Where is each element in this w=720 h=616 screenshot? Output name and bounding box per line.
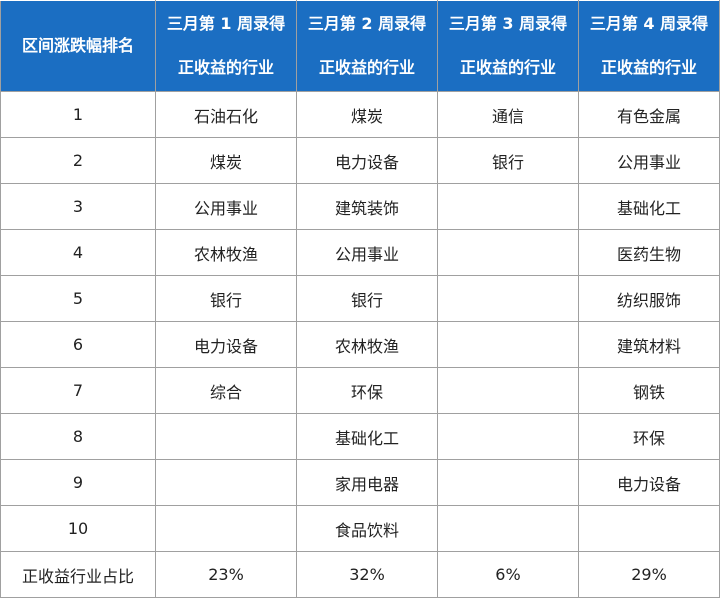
table-cell: 石油石化: [155, 91, 297, 138]
table-body: 1 石油石化 煤炭 通信 有色金属 2 煤炭 电力设备 银行 公用事业 3 公用事业 建筑装饰 基础化工 4…: [0, 91, 720, 598]
table-cell: 煤炭: [296, 91, 438, 138]
table-cell: 银行: [296, 275, 438, 322]
header-text: 正收益的行业: [600, 58, 697, 77]
header-text: 正收益的行业: [177, 58, 274, 77]
data-table: 区间涨跌幅排名 三月第 1 周录得 正收益的行业 三月第 2 周录得 正收益的行业 三月第…: [0, 0, 720, 598]
table-cell: 家用电器: [296, 459, 438, 506]
table-cell: 公用事业: [296, 229, 438, 276]
table-cell: 公用事业: [155, 183, 297, 230]
table-cell: 煤炭: [155, 137, 297, 184]
table-cell: 7: [0, 367, 156, 414]
table-cell: 纺织服饰: [578, 275, 720, 322]
table-cell: [155, 413, 297, 460]
table-cell: 通信: [437, 91, 579, 138]
table-cell: 食品饮料: [296, 505, 438, 552]
table-cell: 银行: [437, 137, 579, 184]
table-cell: 有色金属: [578, 91, 720, 138]
table-cell: 建筑材料: [578, 321, 720, 368]
header-text: 正收益的行业: [318, 58, 415, 77]
table-cell: 电力设备: [155, 321, 297, 368]
table-cell: 综合: [155, 367, 297, 414]
table-cell: 基础化工: [578, 183, 720, 230]
header-text: 区间涨跌幅排名: [21, 36, 134, 55]
table-cell: 23%: [155, 551, 297, 598]
table-cell: 29%: [578, 551, 720, 598]
header-row: 区间涨跌幅排名 三月第 1 周录得 正收益的行业 三月第 2 周录得 正收益的行业 三月第…: [0, 0, 720, 92]
table-cell: 6: [0, 321, 156, 368]
table-row: 正收益行业占比 23% 32% 6% 29%: [0, 551, 720, 598]
table-row: 7 综合 环保 钢铁: [0, 367, 720, 414]
table-cell: 环保: [578, 413, 720, 460]
table-cell: 10: [0, 505, 156, 552]
table-cell: 银行: [155, 275, 297, 322]
table-cell: 环保: [296, 367, 438, 414]
table-cell: [437, 459, 579, 506]
table-cell: 32%: [296, 551, 438, 598]
table-cell: 9: [0, 459, 156, 506]
table-cell: 电力设备: [578, 459, 720, 506]
table-row: 4 农林牧渔 公用事业 医药生物: [0, 229, 720, 276]
table-row: 3 公用事业 建筑装饰 基础化工: [0, 183, 720, 230]
table-cell: [437, 183, 579, 230]
table-cell: [578, 505, 720, 552]
table-cell: 6%: [437, 551, 579, 598]
table-cell: 建筑装饰: [296, 183, 438, 230]
table-cell: [437, 275, 579, 322]
header-text: 正收益的行业: [459, 58, 556, 77]
table-cell: 电力设备: [296, 137, 438, 184]
table-cell: 医药生物: [578, 229, 720, 276]
table-cell: 1: [0, 91, 156, 138]
table-cell: 基础化工: [296, 413, 438, 460]
table-cell: [437, 505, 579, 552]
table-cell: 3: [0, 183, 156, 230]
table-cell: 8: [0, 413, 156, 460]
table-row: 6 电力设备 农林牧渔 建筑材料: [0, 321, 720, 368]
table-cell: [155, 505, 297, 552]
table-cell: [437, 367, 579, 414]
table-cell: [155, 459, 297, 506]
table-row: 8 基础化工 环保: [0, 413, 720, 460]
header-text: 三月第 4 周录得: [589, 14, 709, 33]
header-text: 三月第 1 周录得: [166, 14, 286, 33]
header-cell: 三月第 1 周录得 正收益的行业: [155, 0, 297, 92]
table-cell: 4: [0, 229, 156, 276]
table-cell: [437, 321, 579, 368]
table-cell: 农林牧渔: [155, 229, 297, 276]
table-row: 9 家用电器 电力设备: [0, 459, 720, 506]
header-cell: 三月第 2 周录得 正收益的行业: [296, 0, 438, 92]
table-cell: 农林牧渔: [296, 321, 438, 368]
table-cell: [437, 229, 579, 276]
table-row: 2 煤炭 电力设备 银行 公用事业: [0, 137, 720, 184]
table-cell: 正收益行业占比: [0, 551, 156, 598]
table-row: 5 银行 银行 纺织服饰: [0, 275, 720, 322]
table-cell: [437, 413, 579, 460]
header-text: 三月第 2 周录得: [307, 14, 427, 33]
table-row: 1 石油石化 煤炭 通信 有色金属: [0, 91, 720, 138]
table-cell: 公用事业: [578, 137, 720, 184]
table-cell: 5: [0, 275, 156, 322]
table-cell: 钢铁: [578, 367, 720, 414]
header-cell: 三月第 3 周录得 正收益的行业: [437, 0, 579, 92]
header-text: 三月第 3 周录得: [448, 14, 568, 33]
table-row: 10 食品饮料: [0, 505, 720, 552]
header-cell: 三月第 4 周录得 正收益的行业: [578, 0, 720, 92]
header-cell: 区间涨跌幅排名: [0, 0, 156, 92]
table-cell: 2: [0, 137, 156, 184]
